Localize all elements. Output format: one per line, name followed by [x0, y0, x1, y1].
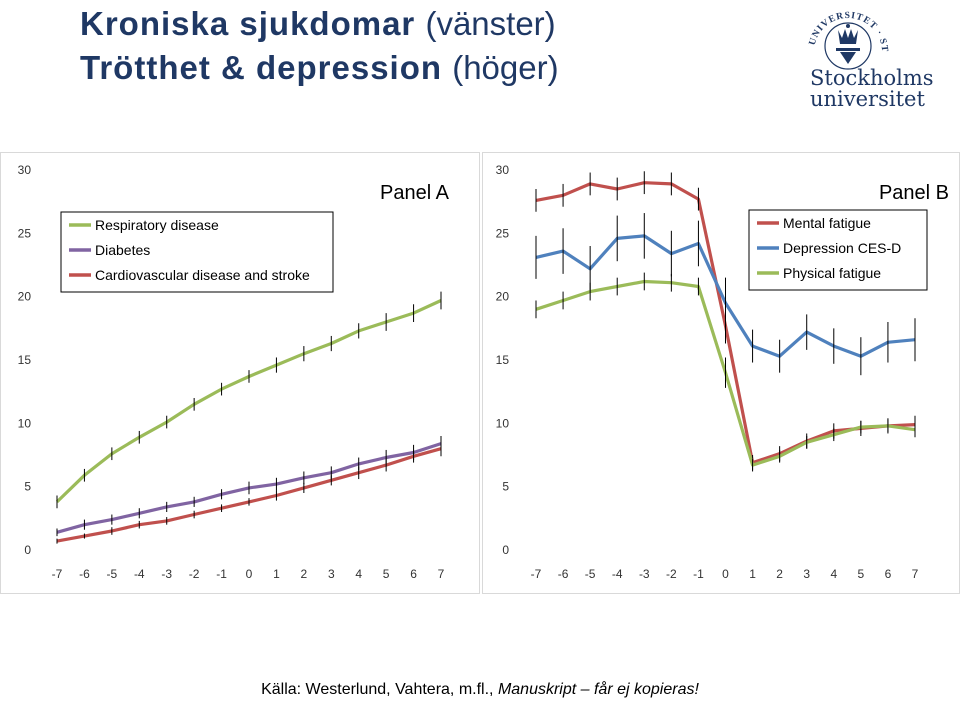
panel-b-x-tick-label: 2 [776, 567, 783, 581]
university-seal-icon: UNIVERSITET · STOCKHOLMS Stockholms univ… [795, 0, 934, 111]
stockholm-university-logo: UNIVERSITET · STOCKHOLMS Stockholms univ… [795, 0, 950, 112]
panel-a-y-tick-label: 15 [18, 353, 32, 367]
panel-b-x-tick-label: 1 [749, 567, 756, 581]
panel-a-x-tick-label: 3 [328, 567, 335, 581]
panel-a-x-tick-label: -1 [216, 567, 227, 581]
panel-a-y-tick-label: 20 [18, 290, 32, 304]
title-line-1-bold: Kroniska sjukdomar [80, 5, 416, 42]
panel-a-series-3 [56, 441, 442, 544]
panel-a-x-tick-label: 7 [438, 567, 445, 581]
panel-a-y-tick-label: 10 [18, 416, 32, 430]
title-line-2-bold: Trötthet & depression [80, 49, 443, 86]
panel-b-x-tick-label: -7 [531, 567, 542, 581]
panel-a-title: Panel A [380, 182, 450, 204]
panel-a-x-tick-label: -7 [52, 567, 63, 581]
panel-a-x-tick-label: 1 [273, 567, 280, 581]
panel-a-x-tick-label: 6 [410, 567, 417, 581]
panel-b-y-tick-label: 10 [496, 416, 510, 430]
panel-a-x-tick-label: 5 [383, 567, 390, 581]
panel-a-y-tick-label: 0 [24, 543, 31, 557]
logo-name-line-2: universitet [810, 87, 925, 111]
panel-b-series-3 [535, 272, 916, 472]
panel-a-chart: Panel A 0 5 10 15 20 25 30 -7 -6 -5 -4 -3 -2 -1 0 1 2 3 4 5 6… [0, 152, 480, 594]
panel-b-legend: Mental fatigue Depression CES-D Physical f… [748, 209, 928, 291]
panel-a-x-tick-label: -6 [79, 567, 90, 581]
panel-a-series-line [56, 447, 442, 543]
panel-b-x-tick-label: 0 [722, 567, 729, 581]
panel-b-y-tick-label: 20 [496, 290, 510, 304]
panel-a-y-tick-label: 30 [18, 163, 32, 177]
title-line-1: Kroniska sjukdomar (vänster) [80, 5, 556, 42]
panel-b-legend-label: Physical fatigue [783, 265, 881, 281]
panel-a-series-2 [56, 436, 442, 537]
panel-a-x-tick-label: 2 [301, 567, 308, 581]
panel-a-legend-label: Cardiovascular disease and stroke [95, 267, 310, 283]
title-line-1-paren: (vänster) [425, 5, 556, 42]
panel-a-y-tick-label: 5 [24, 480, 31, 494]
panel-b-x-tick-label: 5 [858, 567, 865, 581]
panel-b-legend-label: Mental fatigue [783, 215, 871, 231]
panel-b-x-tick-label: -2 [666, 567, 677, 581]
panel-a-series-1 [55, 291, 442, 509]
panel-b-x-tick-label: -6 [558, 567, 569, 581]
source-italic: Manuskript – får ej kopieras! [497, 681, 699, 698]
panel-b-y-tick-label: 5 [502, 480, 509, 494]
slide-title: Kroniska sjukdomar (vänster) Trötthet & … [80, 2, 559, 90]
panel-a-legend-box [60, 211, 334, 293]
panel-b-y-tick-label: 15 [496, 353, 510, 367]
panel-a-series-line [55, 299, 442, 504]
panel-b-y-tick-label: 30 [496, 163, 510, 177]
panel-a-x-tick-label: 4 [355, 567, 362, 581]
panel-b-x-tick-label: -1 [693, 567, 704, 581]
title-line-2-paren: (höger) [452, 49, 559, 86]
panel-a-legend-label: Diabetes [95, 242, 150, 258]
panel-a-x-tick-label: -3 [161, 567, 172, 581]
title-line-2: Trötthet & depression (höger) [80, 49, 559, 86]
logo-name-line-1: Stockholms [810, 66, 934, 90]
panel-b-y-tick-label: 0 [502, 543, 509, 557]
panel-a-x-tick-label: -4 [134, 567, 145, 581]
panel-a-legend-label: Respiratory disease [95, 217, 219, 233]
panel-a-legend: Respiratory disease Diabetes Cardiovascula… [60, 211, 334, 293]
source-text: Källa: Westerlund, Vahtera, m.fl., [261, 681, 494, 698]
panel-b-plot: Panel B 0 5 10 15 20 25 30 -7 -6 -5 -4 -3 -2 -1 0 1 2 3 4 5 6… [496, 163, 949, 581]
panel-b-x-tick-label: 6 [885, 567, 892, 581]
panel-b-legend-label: Depression CES-D [783, 240, 901, 256]
panel-a-y-tick-label: 25 [18, 226, 32, 240]
source-caption: Källa: Westerlund, Vahtera, m.fl., Manus… [0, 680, 960, 700]
panel-b-x-tick-label: 3 [803, 567, 810, 581]
panel-b-y-tick-label: 25 [496, 226, 510, 240]
panel-a-x-tick-label: -5 [107, 567, 118, 581]
panel-b-chart: Panel B 0 5 10 15 20 25 30 -7 -6 -5 -4 -3 -2 -1 0 1 2 3 4 5 6… [482, 152, 960, 594]
panel-b-x-tick-label: -5 [585, 567, 596, 581]
panel-b-x-tick-label: 4 [830, 567, 837, 581]
seal-text-path: UNIVERSITET · STOCKHOLMS [795, 0, 888, 53]
panel-b-x-tick-label: -4 [612, 567, 623, 581]
panel-b-x-tick-label: -3 [639, 567, 650, 581]
panel-b-series-2 [535, 213, 916, 376]
panel-a-plot: Panel A 0 5 10 15 20 25 30 -7 -6 -5 -4 -3 -2 -1 0 1 2 3 4 5 6… [18, 163, 450, 581]
panel-a-x-tick-label: -2 [189, 567, 200, 581]
panel-b-title: Panel B [879, 182, 949, 204]
seal-text: UNIVERSITET · STOCKHOLMS [800, 0, 889, 53]
panel-a-x-tick-label: 0 [246, 567, 253, 581]
panel-b-x-tick-label: 7 [912, 567, 919, 581]
